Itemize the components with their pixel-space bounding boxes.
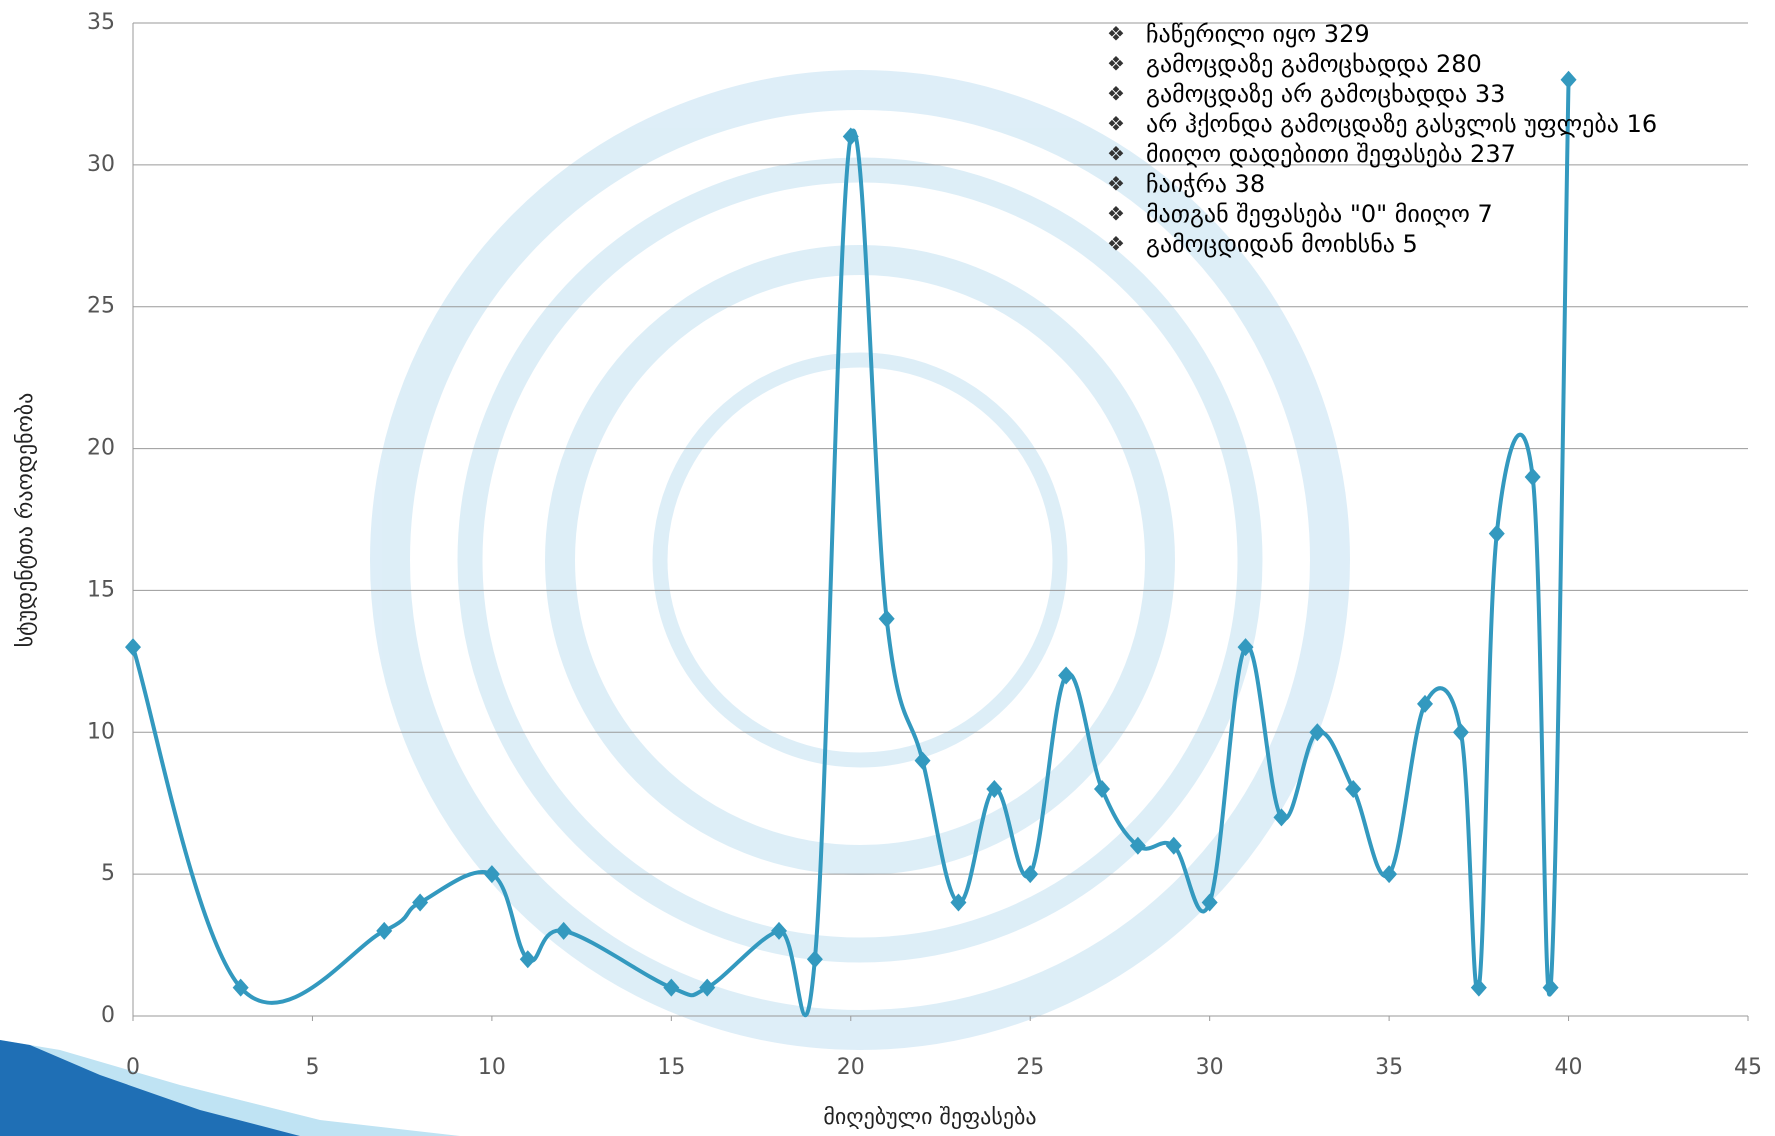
x-tick-label: 10 xyxy=(478,1055,506,1080)
marker xyxy=(376,921,393,940)
y-tick-label: 15 xyxy=(87,577,115,602)
marker xyxy=(1309,723,1326,742)
bullet: ❖ xyxy=(1107,172,1125,196)
marker xyxy=(412,893,429,912)
marker xyxy=(555,921,572,940)
bullet: ❖ xyxy=(1107,142,1125,166)
corner-arrow xyxy=(0,1040,460,1136)
marker xyxy=(1022,865,1039,884)
x-tick-label: 45 xyxy=(1734,1055,1762,1080)
marker xyxy=(1129,836,1146,855)
marker xyxy=(1452,723,1469,742)
y-tick-label: 20 xyxy=(87,436,115,461)
x-tick-label: 30 xyxy=(1196,1055,1224,1080)
x-tick-label: 20 xyxy=(837,1055,865,1080)
y-tick-label: 35 xyxy=(87,10,115,35)
marker xyxy=(986,780,1003,799)
x-tick-label: 40 xyxy=(1555,1055,1583,1080)
bullet: ❖ xyxy=(1107,52,1125,76)
bullet: ❖ xyxy=(1107,232,1125,256)
annotation: გამოცდიდან მოიხსნა 5 xyxy=(1146,230,1418,258)
bullet: ❖ xyxy=(1107,82,1125,106)
marker xyxy=(878,609,895,628)
marker xyxy=(1237,638,1254,657)
y-tick-label: 25 xyxy=(87,294,115,319)
marker xyxy=(1201,893,1218,912)
bullet: ❖ xyxy=(1107,202,1125,226)
annotation: ჩაწერილი იყო 329 xyxy=(1146,20,1370,48)
x-axis-title: მიღებული შეფასება xyxy=(823,1105,1036,1130)
marker xyxy=(771,921,787,940)
annotation: გამოცდაზე არ გამოცხადდა 33 xyxy=(1146,80,1505,108)
y-tick-label: 30 xyxy=(87,152,115,177)
marker xyxy=(699,978,716,997)
marker xyxy=(1345,780,1362,799)
y-tick-label: 10 xyxy=(87,719,115,744)
marker xyxy=(1470,978,1487,997)
annotation: გამოცდაზე გამოცხადდა 280 xyxy=(1146,50,1482,78)
marker xyxy=(1417,694,1433,713)
marker xyxy=(1165,836,1182,855)
marker xyxy=(519,950,536,969)
y-tick-label: 0 xyxy=(101,1003,115,1028)
marker xyxy=(1058,666,1075,685)
marker xyxy=(1381,865,1398,884)
bullet: ❖ xyxy=(1107,112,1125,136)
marker xyxy=(842,127,859,146)
annotation: მათგან შეფასება "0" მიიღო 7 xyxy=(1146,200,1493,228)
marker xyxy=(806,950,823,969)
annotation: ჩაიჭრა 38 xyxy=(1146,170,1265,198)
x-tick-label: 35 xyxy=(1375,1055,1403,1080)
marker xyxy=(914,751,931,770)
marker xyxy=(1542,978,1559,997)
marker xyxy=(663,978,680,997)
marker xyxy=(1488,524,1505,543)
x-tick-label: 15 xyxy=(657,1055,685,1080)
marker xyxy=(483,865,500,884)
x-tick-label: 5 xyxy=(305,1055,319,1080)
marker xyxy=(232,978,249,997)
marker xyxy=(125,638,141,657)
marker xyxy=(1273,808,1290,827)
marker xyxy=(1524,467,1541,486)
x-tick-label: 25 xyxy=(1016,1055,1044,1080)
marker xyxy=(1094,780,1110,799)
annotation: არ ჰქონდა გამოცდაზე გასვლის უფლება 16 xyxy=(1146,110,1657,138)
bullet: ❖ xyxy=(1107,22,1125,46)
marker xyxy=(950,893,967,912)
x-tick-label: 0 xyxy=(126,1055,140,1080)
annotation: მიიღო დადებითი შეფასება 237 xyxy=(1146,140,1516,168)
marker xyxy=(1560,70,1577,89)
y-tick-label: 5 xyxy=(101,861,115,886)
y-axis-title: სტუდენტთა რაოდენობა xyxy=(13,393,38,648)
